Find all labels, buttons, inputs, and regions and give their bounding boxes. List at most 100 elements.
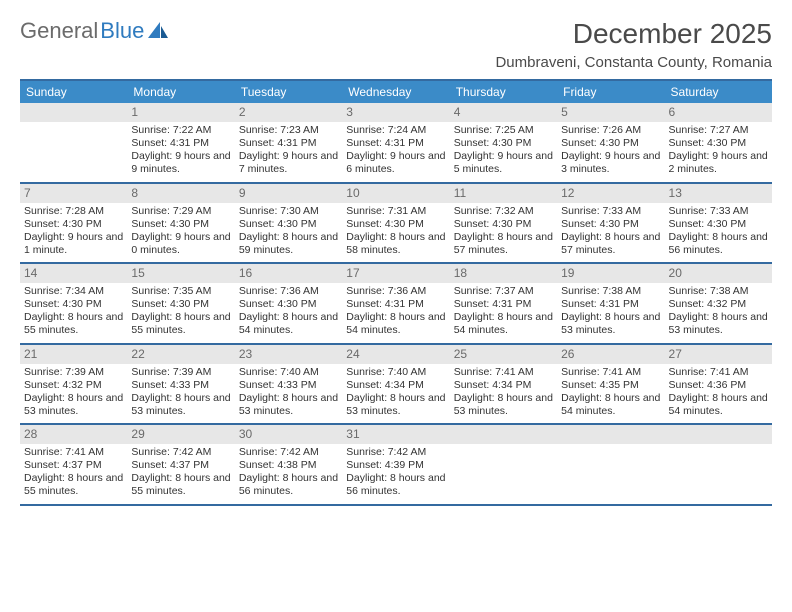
day-number: 27 bbox=[665, 345, 772, 364]
day-number: 17 bbox=[342, 264, 449, 283]
day-number: 18 bbox=[450, 264, 557, 283]
sunrise-text: Sunrise: 7:24 AM bbox=[346, 124, 445, 137]
sunrise-text: Sunrise: 7:39 AM bbox=[131, 366, 230, 379]
day-cell: 21Sunrise: 7:39 AMSunset: 4:32 PMDayligh… bbox=[20, 345, 127, 424]
day-cell: 9Sunrise: 7:30 AMSunset: 4:30 PMDaylight… bbox=[235, 184, 342, 263]
day-cell: 24Sunrise: 7:40 AMSunset: 4:34 PMDayligh… bbox=[342, 345, 449, 424]
sunset-text: Sunset: 4:31 PM bbox=[131, 137, 230, 150]
day-number bbox=[20, 103, 127, 122]
daylight-text: Daylight: 8 hours and 54 minutes. bbox=[454, 311, 553, 337]
daylight-text: Daylight: 8 hours and 57 minutes. bbox=[454, 231, 553, 257]
day-number: 15 bbox=[127, 264, 234, 283]
sunrise-text: Sunrise: 7:42 AM bbox=[131, 446, 230, 459]
day-cell: 27Sunrise: 7:41 AMSunset: 4:36 PMDayligh… bbox=[665, 345, 772, 424]
sunrise-text: Sunrise: 7:29 AM bbox=[131, 205, 230, 218]
brand-part2: Blue bbox=[100, 18, 144, 44]
sunrise-text: Sunrise: 7:25 AM bbox=[454, 124, 553, 137]
sunset-text: Sunset: 4:38 PM bbox=[239, 459, 338, 472]
brand-part1: General bbox=[20, 18, 98, 44]
daylight-text: Daylight: 9 hours and 9 minutes. bbox=[131, 150, 230, 176]
sunrise-text: Sunrise: 7:31 AM bbox=[346, 205, 445, 218]
sunset-text: Sunset: 4:30 PM bbox=[239, 298, 338, 311]
sunset-text: Sunset: 4:34 PM bbox=[346, 379, 445, 392]
daylight-text: Daylight: 9 hours and 1 minute. bbox=[24, 231, 123, 257]
day-number: 1 bbox=[127, 103, 234, 122]
day-cell: 5 Sunrise: 7:26 AMSunset: 4:30 PMDaylight… bbox=[557, 103, 664, 182]
day-number: 13 bbox=[665, 184, 772, 203]
day-number: 9 bbox=[235, 184, 342, 203]
sunrise-text: Sunrise: 7:34 AM bbox=[24, 285, 123, 298]
daylight-text: Daylight: 8 hours and 53 minutes. bbox=[24, 392, 123, 418]
location-text: Dumbraveni, Constanta County, Romania bbox=[495, 54, 772, 71]
sunrise-text: Sunrise: 7:41 AM bbox=[24, 446, 123, 459]
daylight-text: Daylight: 9 hours and 2 minutes. bbox=[669, 150, 768, 176]
weeks-container: 1Sunrise: 7:22 AMSunset: 4:31 PMDaylight… bbox=[20, 103, 772, 506]
sunset-text: Sunset: 4:30 PM bbox=[454, 137, 553, 150]
day-number: 26 bbox=[557, 345, 664, 364]
day-cell: 3Sunrise: 7:24 AMSunset: 4:31 PMDaylight… bbox=[342, 103, 449, 182]
day-number: 5 bbox=[557, 103, 664, 122]
dow-cell: Saturday bbox=[665, 81, 772, 103]
day-number: 29 bbox=[127, 425, 234, 444]
sunset-text: Sunset: 4:39 PM bbox=[346, 459, 445, 472]
sunrise-text: Sunrise: 7:27 AM bbox=[669, 124, 768, 137]
sunrise-text: Sunrise: 7:37 AM bbox=[454, 285, 553, 298]
sunset-text: Sunset: 4:30 PM bbox=[561, 218, 660, 231]
sunrise-text: Sunrise: 7:26 AM bbox=[561, 124, 660, 137]
daylight-text: Daylight: 8 hours and 53 minutes. bbox=[239, 392, 338, 418]
sunset-text: Sunset: 4:37 PM bbox=[24, 459, 123, 472]
day-cell: 17Sunrise: 7:36 AMSunset: 4:31 PMDayligh… bbox=[342, 264, 449, 343]
day-cell: 8Sunrise: 7:29 AMSunset: 4:30 PMDaylight… bbox=[127, 184, 234, 263]
sunset-text: Sunset: 4:30 PM bbox=[346, 218, 445, 231]
dow-cell: Friday bbox=[557, 81, 664, 103]
sunrise-text: Sunrise: 7:39 AM bbox=[24, 366, 123, 379]
sunrise-text: Sunrise: 7:35 AM bbox=[131, 285, 230, 298]
week-row: 14Sunrise: 7:34 AMSunset: 4:30 PMDayligh… bbox=[20, 264, 772, 345]
sunrise-text: Sunrise: 7:42 AM bbox=[346, 446, 445, 459]
daylight-text: Daylight: 8 hours and 54 minutes. bbox=[669, 392, 768, 418]
sunrise-text: Sunrise: 7:36 AM bbox=[346, 285, 445, 298]
week-row: 21Sunrise: 7:39 AMSunset: 4:32 PMDayligh… bbox=[20, 345, 772, 426]
day-number: 16 bbox=[235, 264, 342, 283]
day-cell: 4Sunrise: 7:25 AMSunset: 4:30 PMDaylight… bbox=[450, 103, 557, 182]
day-cell: 15Sunrise: 7:35 AMSunset: 4:30 PMDayligh… bbox=[127, 264, 234, 343]
daylight-text: Daylight: 9 hours and 3 minutes. bbox=[561, 150, 660, 176]
sunset-text: Sunset: 4:33 PM bbox=[131, 379, 230, 392]
week-row: 1Sunrise: 7:22 AMSunset: 4:31 PMDaylight… bbox=[20, 103, 772, 184]
sunrise-text: Sunrise: 7:22 AM bbox=[131, 124, 230, 137]
daylight-text: Daylight: 8 hours and 58 minutes. bbox=[346, 231, 445, 257]
day-number: 22 bbox=[127, 345, 234, 364]
sunset-text: Sunset: 4:30 PM bbox=[454, 218, 553, 231]
sunrise-text: Sunrise: 7:40 AM bbox=[346, 366, 445, 379]
daylight-text: Daylight: 8 hours and 55 minutes. bbox=[131, 311, 230, 337]
day-number: 25 bbox=[450, 345, 557, 364]
day-cell bbox=[557, 425, 664, 504]
day-number: 11 bbox=[450, 184, 557, 203]
day-cell: 6Sunrise: 7:27 AMSunset: 4:30 PMDaylight… bbox=[665, 103, 772, 182]
day-cell: 11 Sunrise: 7:32 AMSunset: 4:30 PMDayligh… bbox=[450, 184, 557, 263]
daylight-text: Daylight: 8 hours and 54 minutes. bbox=[561, 392, 660, 418]
day-cell bbox=[665, 425, 772, 504]
week-row: 7Sunrise: 7:28 AMSunset: 4:30 PMDaylight… bbox=[20, 184, 772, 265]
sunset-text: Sunset: 4:30 PM bbox=[561, 137, 660, 150]
day-cell: 12Sunrise: 7:33 AMSunset: 4:30 PMDayligh… bbox=[557, 184, 664, 263]
day-cell: 13Sunrise: 7:33 AMSunset: 4:30 PMDayligh… bbox=[665, 184, 772, 263]
daylight-text: Daylight: 8 hours and 54 minutes. bbox=[239, 311, 338, 337]
sunset-text: Sunset: 4:31 PM bbox=[454, 298, 553, 311]
sunrise-text: Sunrise: 7:32 AM bbox=[454, 205, 553, 218]
sunset-text: Sunset: 4:34 PM bbox=[454, 379, 553, 392]
sail-icon bbox=[148, 22, 170, 40]
day-number: 10 bbox=[342, 184, 449, 203]
day-cell: 18 Sunrise: 7:37 AMSunset: 4:31 PMDayligh… bbox=[450, 264, 557, 343]
day-cell: 1 Sunrise: 7:22 AMSunset: 4:31 PMDaylight… bbox=[127, 103, 234, 182]
day-cell: 23Sunrise: 7:40 AMSunset: 4:33 PMDayligh… bbox=[235, 345, 342, 424]
calendar-page: GeneralBlue December 2025 Dumbraveni, Co… bbox=[0, 0, 792, 516]
sunset-text: Sunset: 4:37 PM bbox=[131, 459, 230, 472]
day-cell: 31Sunrise: 7:42 AMSunset: 4:39 PMDayligh… bbox=[342, 425, 449, 504]
sunset-text: Sunset: 4:33 PM bbox=[239, 379, 338, 392]
daylight-text: Daylight: 8 hours and 53 minutes. bbox=[131, 392, 230, 418]
day-number: 19 bbox=[557, 264, 664, 283]
daylight-text: Daylight: 8 hours and 55 minutes. bbox=[24, 472, 123, 498]
dow-cell: Wednesday bbox=[342, 81, 449, 103]
sunset-text: Sunset: 4:30 PM bbox=[669, 218, 768, 231]
